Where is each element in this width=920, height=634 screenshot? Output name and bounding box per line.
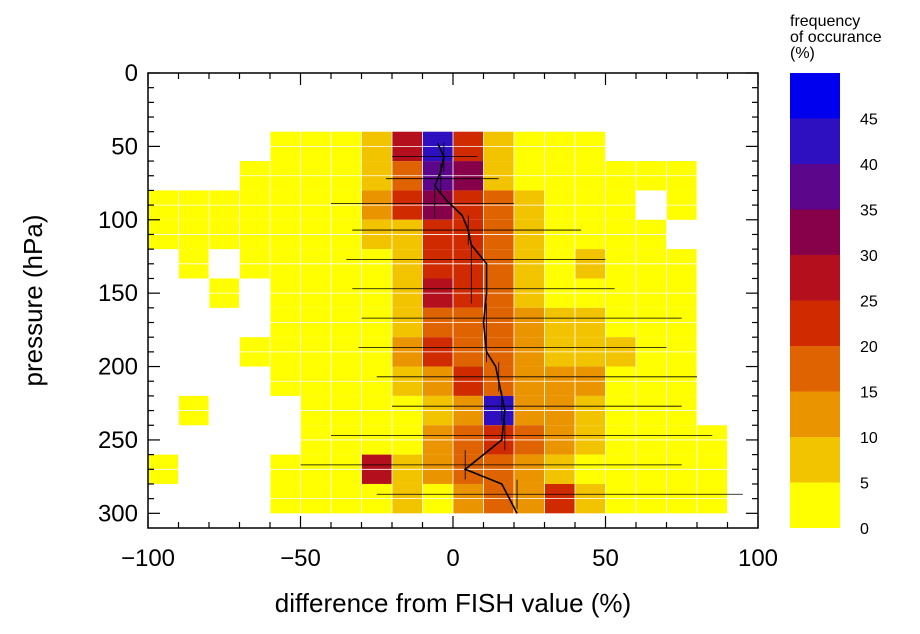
colorbar-tick-label: 0 — [860, 521, 869, 538]
colorbar-title-line: (%) — [790, 45, 815, 62]
y-tick-label: 0 — [125, 60, 138, 87]
colorbar-tick-label: 25 — [860, 294, 878, 311]
colorbar-swatch — [790, 209, 840, 255]
colorbar-swatch — [790, 118, 840, 164]
colorbar-tick-label: 30 — [860, 248, 878, 265]
colorbar: 0 5 10 15 20 25 30 35 40 45 — [790, 73, 878, 538]
y-tick-label: 250 — [98, 427, 138, 454]
y-tick-label: 200 — [98, 354, 138, 381]
axis-ticks: −100 −50 0 50 100 0 50 100 150 200 250 300 — [98, 60, 778, 572]
colorbar-swatch — [790, 300, 840, 346]
gridlines — [148, 73, 758, 528]
profile-polyline — [433, 143, 518, 514]
x-tick-label: −50 — [280, 545, 321, 572]
colorbar-title-line: frequency — [790, 13, 860, 30]
x-tick-label: −100 — [121, 545, 175, 572]
colorbar-tick-label: 45 — [860, 112, 878, 129]
colorbar-tick-label: 5 — [860, 476, 869, 493]
x-tick-label: 100 — [738, 545, 778, 572]
colorbar-tick-label: 20 — [860, 339, 878, 356]
profile-line — [433, 143, 518, 514]
colorbar-tick-label: 10 — [860, 430, 878, 447]
x-axis-title: difference from FISH value (%) — [275, 588, 631, 618]
x-tick-label: 50 — [592, 545, 619, 572]
y-tick-label: 50 — [111, 133, 138, 160]
colorbar-swatch — [790, 482, 840, 528]
colorbar-swatch — [790, 391, 840, 437]
x-tick-label: 0 — [446, 545, 459, 572]
colorbar-tick-label: 40 — [860, 157, 878, 174]
y-tick-label: 300 — [98, 500, 138, 527]
colorbar-swatch — [790, 437, 840, 483]
colorbar-tick-label: 15 — [860, 385, 878, 402]
colorbar-tick-label: 35 — [860, 203, 878, 220]
colorbar-title-line: of occurance — [790, 29, 882, 46]
y-axis-title: pressure (hPa) — [18, 215, 48, 387]
y-tick-label: 100 — [98, 207, 138, 234]
y-tick-label: 150 — [98, 280, 138, 307]
colorbar-swatch — [790, 255, 840, 301]
colorbar-swatch — [790, 73, 840, 119]
colorbar-swatch — [790, 164, 840, 210]
colorbar-swatch — [790, 346, 840, 392]
